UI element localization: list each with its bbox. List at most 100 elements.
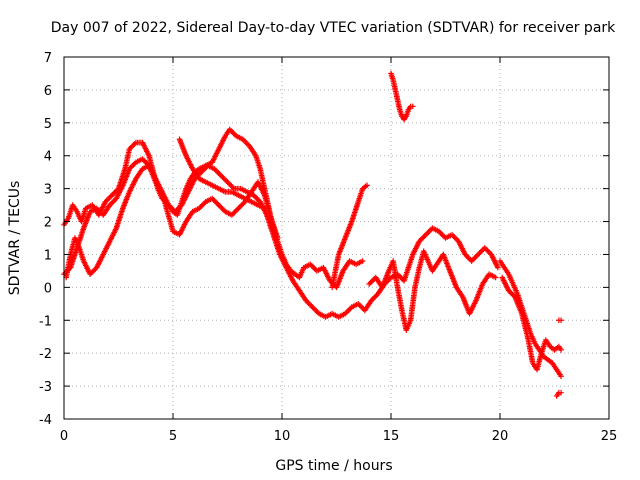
data-points	[61, 70, 564, 399]
plus-marker	[372, 293, 379, 300]
plus-marker	[130, 162, 137, 168]
plus-marker	[484, 247, 491, 254]
plus-marker	[213, 199, 219, 206]
plus-marker	[232, 208, 239, 214]
plus-marker	[471, 255, 478, 262]
plus-marker	[481, 245, 488, 251]
plus-marker	[226, 180, 232, 187]
plus-marker	[238, 202, 244, 209]
series-track-4	[176, 136, 268, 212]
plus-marker	[495, 264, 501, 271]
plus-marker	[230, 210, 236, 217]
y-tick-label: 0	[44, 281, 52, 296]
plus-marker	[242, 139, 249, 145]
plus-marker	[210, 197, 217, 203]
plus-marker	[234, 206, 240, 213]
series-track-6	[388, 70, 416, 123]
plus-marker	[214, 168, 220, 175]
plus-marker	[229, 129, 236, 135]
plus-marker	[215, 170, 222, 176]
plus-marker	[200, 201, 206, 208]
plus-marker	[345, 308, 351, 314]
plus-marker	[106, 195, 113, 201]
plus-marker	[472, 254, 479, 260]
y-tick-label: 2	[44, 216, 52, 231]
plus-marker	[228, 183, 235, 189]
plus-marker	[369, 278, 375, 285]
series-track-3	[63, 162, 281, 281]
plus-marker	[305, 300, 312, 306]
grid	[64, 57, 609, 419]
plus-marker	[222, 176, 228, 183]
plus-marker	[468, 258, 475, 264]
plus-marker	[420, 234, 427, 241]
plus-marker	[214, 200, 221, 207]
plus-marker	[424, 230, 430, 237]
plus-marker	[346, 306, 352, 313]
plus-marker	[558, 347, 564, 353]
plus-marker	[425, 229, 432, 235]
plus-marker	[453, 235, 459, 242]
plus-marker	[423, 231, 429, 238]
y-tick-label: 4	[44, 150, 52, 165]
series-track-5	[329, 182, 370, 291]
plus-marker	[558, 373, 564, 380]
plus-marker	[107, 193, 114, 200]
plus-marker	[313, 308, 320, 314]
plus-marker	[216, 171, 223, 177]
plus-marker	[219, 173, 226, 180]
plus-marker	[421, 233, 428, 239]
y-tick-label: 7	[44, 51, 52, 66]
plus-marker	[274, 235, 281, 241]
y-tick-label: 5	[44, 117, 52, 132]
plus-marker	[217, 203, 223, 210]
plus-marker	[450, 233, 457, 239]
plus-marker	[367, 279, 374, 286]
y-tick-label: -2	[39, 347, 52, 362]
plus-marker	[485, 249, 492, 255]
plus-marker	[466, 255, 472, 262]
plus-marker	[105, 196, 111, 202]
x-tick-label: 20	[492, 429, 509, 444]
x-tick-label: 10	[274, 429, 291, 444]
y-tick-label: 6	[44, 84, 52, 99]
plot-frame	[63, 56, 610, 420]
plus-marker	[220, 175, 227, 181]
plus-marker	[438, 231, 445, 237]
plus-marker	[140, 157, 147, 164]
y-tick-label: -3	[39, 380, 52, 395]
plus-marker	[109, 192, 115, 199]
plus-marker	[492, 274, 499, 281]
x-axis-label: GPS time / hours	[275, 458, 392, 474]
plus-marker	[261, 205, 268, 212]
plus-marker	[364, 182, 370, 189]
series-track-7	[366, 248, 499, 333]
plus-marker	[131, 141, 138, 147]
series-track-11	[553, 389, 564, 399]
plus-marker	[219, 206, 226, 212]
plus-marker	[478, 249, 484, 255]
y-tick-label: -1	[39, 314, 52, 329]
plus-marker	[253, 195, 260, 201]
series-track-2	[61, 156, 501, 320]
plus-marker	[479, 247, 485, 254]
x-tick-label: 15	[383, 429, 400, 444]
plus-marker	[236, 204, 243, 210]
plus-marker	[356, 302, 363, 308]
plus-marker	[308, 302, 315, 309]
plus-marker	[464, 254, 471, 260]
plus-marker	[110, 198, 117, 204]
plus-marker	[223, 177, 229, 184]
plus-marker	[230, 130, 237, 137]
plus-marker	[483, 246, 489, 252]
x-tick-label: 0	[60, 429, 68, 444]
plus-marker	[419, 235, 425, 242]
plus-marker	[410, 103, 416, 110]
axis-ticks: 0 5 10 15 20 25 -4 -3 -2 -1 0 1 2 3 4 5 6 7	[39, 51, 617, 444]
plus-marker	[474, 252, 480, 259]
plus-marker	[89, 268, 96, 275]
plus-marker	[243, 140, 250, 147]
plus-marker	[218, 172, 224, 179]
y-tick-label: 1	[44, 248, 52, 263]
chart-title: Day 007 of 2022, Sidereal Day-to-day VTE…	[51, 20, 616, 36]
